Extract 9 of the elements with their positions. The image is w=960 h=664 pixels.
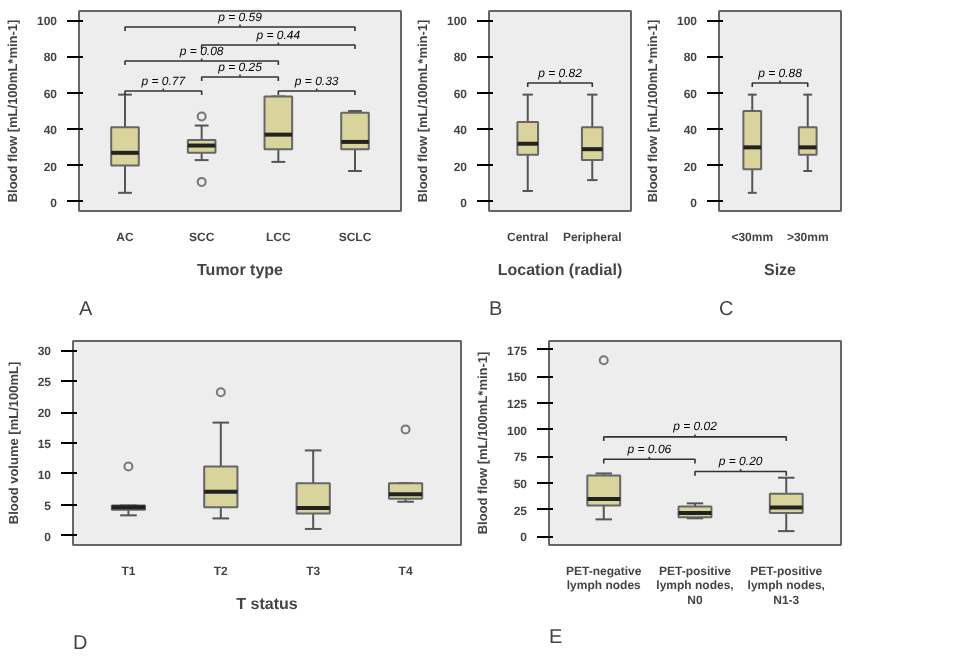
x-axis-title: T status xyxy=(236,595,299,613)
text: C xyxy=(719,299,734,321)
x-axis-title: Tumor type xyxy=(197,261,285,279)
text: A xyxy=(79,299,93,321)
text: D xyxy=(73,633,88,655)
x-axis-title: Location (radial) xyxy=(497,261,623,279)
text: B xyxy=(489,299,503,321)
x-axis-title: Size xyxy=(763,261,798,279)
text: E xyxy=(549,627,563,649)
